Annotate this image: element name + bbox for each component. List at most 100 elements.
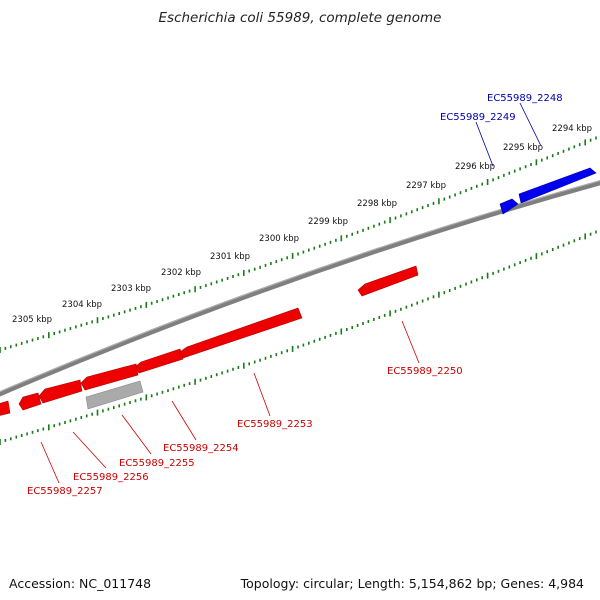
outer-scale-tick bbox=[302, 250, 305, 254]
outer-scale-tick bbox=[107, 315, 110, 319]
inner-scale-tick bbox=[443, 291, 446, 295]
inner-scale-tick bbox=[302, 343, 305, 347]
inner-scale-ticks bbox=[0, 230, 597, 445]
inner-scale-tick bbox=[15, 435, 18, 439]
gene-label-EC55989_2250[interactable]: EC55989_2250 bbox=[387, 366, 463, 377]
outer-scale-tick bbox=[465, 189, 467, 193]
inner-scale-tick bbox=[123, 402, 126, 406]
inner-scale-tick bbox=[329, 333, 332, 337]
gene-arrow-EC55989_2254[interactable] bbox=[134, 348, 184, 374]
outer-scale-tick bbox=[427, 204, 429, 207]
outer-scale-tick bbox=[140, 305, 142, 309]
inner-scale-tick bbox=[210, 375, 213, 378]
inner-scale-tick bbox=[286, 349, 288, 353]
outer-scale-tick bbox=[118, 312, 120, 315]
outer-scale-tick bbox=[205, 284, 207, 288]
inner-scale-tick bbox=[486, 272, 489, 279]
outer-scale-tick bbox=[156, 300, 158, 303]
outer-scale-tick bbox=[454, 193, 456, 197]
genome-stats-text: Topology: circular; Length: 5,154,862 bp… bbox=[240, 576, 584, 591]
outer-scale-tick bbox=[194, 286, 196, 293]
outer-scale-tick bbox=[58, 330, 61, 334]
inner-scale-tick bbox=[243, 362, 245, 369]
gene-label-EC55989_2253[interactable]: EC55989_2253 bbox=[237, 419, 313, 430]
inner-scale-tick bbox=[546, 250, 548, 254]
gene-label-EC55989_2256[interactable]: EC55989_2256 bbox=[73, 472, 149, 483]
inner-scale-tick bbox=[589, 232, 592, 236]
outer-scale-tick bbox=[4, 346, 7, 350]
outer-scale-tick bbox=[150, 301, 153, 305]
outer-scale-tick bbox=[535, 159, 538, 166]
inner-scale-tick bbox=[313, 339, 316, 343]
gene-arrow-EC55989_2250[interactable] bbox=[357, 265, 419, 297]
scale-label-2299: 2299 kbp bbox=[308, 217, 348, 227]
inner-scale-tick bbox=[183, 383, 185, 387]
inner-scale-tick bbox=[297, 345, 299, 349]
inner-scale-tick bbox=[280, 351, 283, 355]
gene-label-EC55989_2254[interactable]: EC55989_2254 bbox=[163, 443, 239, 454]
inner-scale-tick bbox=[275, 353, 278, 357]
outer-scale-tick bbox=[10, 345, 12, 349]
outer-scale-tick bbox=[172, 294, 175, 298]
inner-scale-tick bbox=[568, 241, 570, 245]
leader-line-EC55989_2254 bbox=[171, 400, 197, 441]
outer-scale-tick bbox=[297, 252, 299, 256]
outer-scale-tick bbox=[215, 280, 218, 284]
outer-scale-tick bbox=[248, 269, 250, 273]
inner-scale-tick bbox=[562, 243, 565, 247]
outer-scale-tick bbox=[351, 232, 353, 236]
gene-arrow-EC55989_2253[interactable] bbox=[179, 307, 303, 359]
outer-scale-tick bbox=[221, 278, 223, 282]
inner-scale-tick bbox=[367, 320, 370, 323]
leader-line-EC55989_2255 bbox=[121, 414, 152, 455]
outer-scale-tick bbox=[589, 138, 592, 142]
gene-arrow-EC55989_2256[interactable] bbox=[38, 379, 83, 404]
outer-scale-tick bbox=[53, 332, 55, 335]
inner-scale-tick bbox=[85, 414, 88, 418]
gene-label-EC55989_2249[interactable]: EC55989_2249 bbox=[440, 112, 516, 123]
outer-scale-tick bbox=[183, 291, 185, 295]
inner-scale-tick bbox=[524, 258, 527, 262]
outer-scale-tick bbox=[367, 226, 370, 230]
inner-scale-tick bbox=[378, 316, 381, 319]
outer-scale-tick bbox=[405, 212, 408, 216]
outer-scale-tick bbox=[161, 298, 164, 302]
outer-scale-tick bbox=[459, 191, 462, 195]
outer-scale-tick bbox=[270, 262, 272, 265]
inner-scale-tick bbox=[324, 335, 326, 339]
inner-scale-tick bbox=[226, 369, 229, 373]
gene-label-EC55989_2248[interactable]: EC55989_2248 bbox=[487, 93, 563, 104]
inner-scale-tick bbox=[362, 322, 364, 325]
scale-label-2297: 2297 kbp bbox=[406, 181, 446, 191]
gene-label-EC55989_2257[interactable]: EC55989_2257 bbox=[27, 486, 103, 497]
outer-scale-tick bbox=[80, 323, 83, 327]
outer-scale-tick bbox=[102, 317, 104, 320]
gene-arrow-EC55989_2257[interactable] bbox=[18, 392, 42, 411]
outer-scale-tick bbox=[75, 325, 77, 329]
scale-labels: 2294 kbp 2295 kbp 2296 kbp 2297 kbp 2298… bbox=[12, 124, 592, 325]
inner-scale-tick bbox=[80, 416, 83, 419]
outer-scale-tick bbox=[259, 265, 261, 269]
outer-scale-tick bbox=[584, 139, 586, 146]
inner-scale-tick bbox=[134, 399, 137, 403]
gene-arrow-partial-left[interactable] bbox=[0, 400, 11, 416]
gene-arrow-EC55989_2248[interactable] bbox=[518, 167, 597, 204]
outer-scale-tick bbox=[329, 240, 332, 244]
gene-arrow-EC55989_2255[interactable] bbox=[80, 363, 139, 391]
outer-scale-tick bbox=[0, 347, 1, 353]
inner-scale-tick bbox=[416, 301, 418, 305]
inner-scale-tick bbox=[64, 421, 66, 424]
inner-scale-tick bbox=[394, 309, 397, 313]
inner-scale-tick bbox=[48, 424, 50, 431]
gene-arrow-EC55989_2249[interactable] bbox=[499, 198, 519, 215]
gene-arrow-gray[interactable] bbox=[85, 380, 144, 410]
scale-label-2304: 2304 kbp bbox=[62, 300, 102, 310]
outer-scale-tick bbox=[210, 282, 213, 286]
gene-label-EC55989_2255[interactable]: EC55989_2255 bbox=[119, 458, 195, 469]
inner-scale-tick bbox=[470, 280, 473, 284]
scale-label-2301: 2301 kbp bbox=[210, 252, 250, 262]
outer-scale-tick bbox=[470, 186, 473, 190]
outer-scale-tick bbox=[318, 244, 321, 248]
inner-scale-tick bbox=[259, 358, 261, 362]
outer-scale-tick bbox=[400, 214, 402, 218]
